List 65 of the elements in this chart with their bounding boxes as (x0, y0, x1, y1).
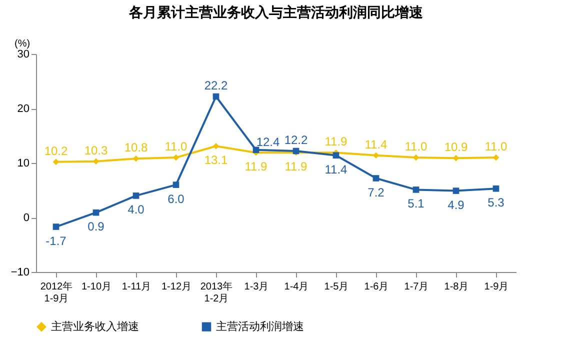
data-label: 10.3 (84, 143, 108, 158)
point (132, 192, 140, 199)
x-tick-label: 1-12月 (161, 282, 192, 292)
x-tick-label: 1-8月 (444, 282, 469, 292)
y-tick-label: 10 (17, 158, 30, 170)
data-label: 13.1 (204, 153, 228, 168)
chart-title: 各月累计主营业务收入与主营活动利润同比增速 (128, 4, 424, 20)
data-label: 5.1 (408, 196, 425, 211)
y-tick-label: 0 (23, 212, 30, 224)
data-label: 10.9 (444, 140, 468, 154)
legend-label: 主营业务收入增速 (51, 320, 139, 333)
point (492, 154, 500, 161)
y-axis-title: (%) (14, 38, 30, 50)
x-tick-label: 1-7月 (404, 282, 429, 292)
point (212, 93, 220, 100)
data-label: 0.9 (88, 220, 105, 234)
legend-label: 主营活动利润增速 (216, 320, 304, 333)
x-tick-label: 1-3月 (244, 282, 269, 292)
y-tick-label: 20 (17, 103, 30, 115)
data-label: 7.2 (368, 185, 385, 200)
data-label: 12.2 (284, 133, 308, 148)
data-label: 11.0 (484, 140, 508, 154)
data-label: 6.0 (168, 192, 185, 206)
data-label: 11.4 (364, 137, 388, 152)
y-tick-label: −10 (10, 266, 30, 278)
data-label: -1.7 (46, 234, 67, 248)
x-tick-label: 1-9月 (484, 282, 509, 292)
data-label: 11.0 (404, 140, 428, 154)
data-label: 11.9 (324, 134, 348, 149)
data-label: 22.2 (204, 78, 228, 93)
point (52, 224, 60, 230)
point (372, 175, 380, 182)
point (52, 158, 60, 166)
x-tick-label: 1-5月 (324, 282, 349, 292)
point (452, 188, 460, 194)
data-label: 12.4 (256, 134, 280, 149)
point (92, 209, 100, 216)
y-tick-label: 30 (17, 48, 30, 60)
point (92, 158, 100, 165)
data-label: 5.3 (488, 196, 505, 210)
point (332, 152, 340, 159)
data-label: 11.9 (284, 160, 308, 174)
point (252, 146, 260, 154)
point (452, 154, 460, 162)
data-label: 11.9 (244, 160, 268, 174)
point (212, 142, 220, 150)
data-label: 10.8 (124, 140, 148, 155)
data-label: 4.0 (128, 202, 145, 217)
x-tick-label: 2013年 1-2月 (200, 280, 233, 304)
data-label: 11.4 (324, 162, 348, 176)
point (492, 185, 500, 192)
point (372, 152, 380, 159)
x-tick-label: 2012年 1-9月 (40, 280, 73, 304)
point (132, 155, 140, 162)
point (172, 154, 180, 161)
point (412, 186, 420, 193)
x-tick-label: 1-6月 (364, 282, 389, 292)
x-tick-label: 1-10月 (81, 282, 112, 292)
point (172, 182, 180, 188)
data-label: 11.0 (164, 140, 188, 154)
data-label: 10.2 (44, 144, 68, 158)
data-label: 4.9 (448, 198, 465, 212)
point (412, 154, 420, 161)
x-tick-label: 1-4月 (284, 282, 309, 292)
x-tick-label: 1-11月 (122, 282, 152, 292)
